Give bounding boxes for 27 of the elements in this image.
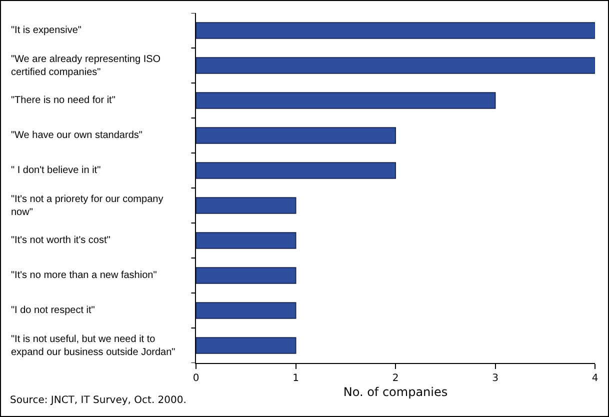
- x-tick-label: 3: [492, 373, 498, 384]
- bar: [196, 197, 296, 214]
- bar: [196, 92, 496, 109]
- y-tick-label: "I do not respect it": [11, 305, 96, 316]
- y-tick-label: "It is expensive": [11, 25, 82, 36]
- y-tick-label: "It is not useful, but we need it to expand our business outside Jordan": [11, 334, 176, 358]
- bar: [196, 267, 296, 284]
- bar: [196, 57, 595, 74]
- y-tick-label: "There is no need for it": [11, 95, 116, 106]
- y-tick-label: "It's no more than a new fashion": [11, 270, 158, 281]
- x-tick-label: 2: [392, 373, 399, 384]
- y-tick-label: "We are already representing ISO certified companies": [11, 54, 161, 78]
- x-axis-title: No. of companies: [343, 384, 448, 399]
- x-tick-label: 4: [592, 373, 598, 384]
- x-tick-label: 0: [192, 373, 200, 384]
- y-tick-label: "It's not worth it's cost": [11, 235, 111, 246]
- source-note: Source: JNCT, IT Survey, Oct. 2000.: [10, 395, 186, 406]
- y-tick-label: "It's not a priorety for our company now": [11, 194, 164, 218]
- bar: [196, 162, 396, 179]
- bar: [196, 232, 296, 249]
- y-tick-label: " I don't believe in it": [11, 165, 102, 176]
- y-tick-label: "We have our own standards": [11, 130, 143, 141]
- bar: [196, 127, 396, 144]
- bar: [196, 337, 296, 354]
- x-tick-label: 1: [292, 373, 299, 384]
- bar: [196, 302, 296, 319]
- bar: [196, 22, 595, 39]
